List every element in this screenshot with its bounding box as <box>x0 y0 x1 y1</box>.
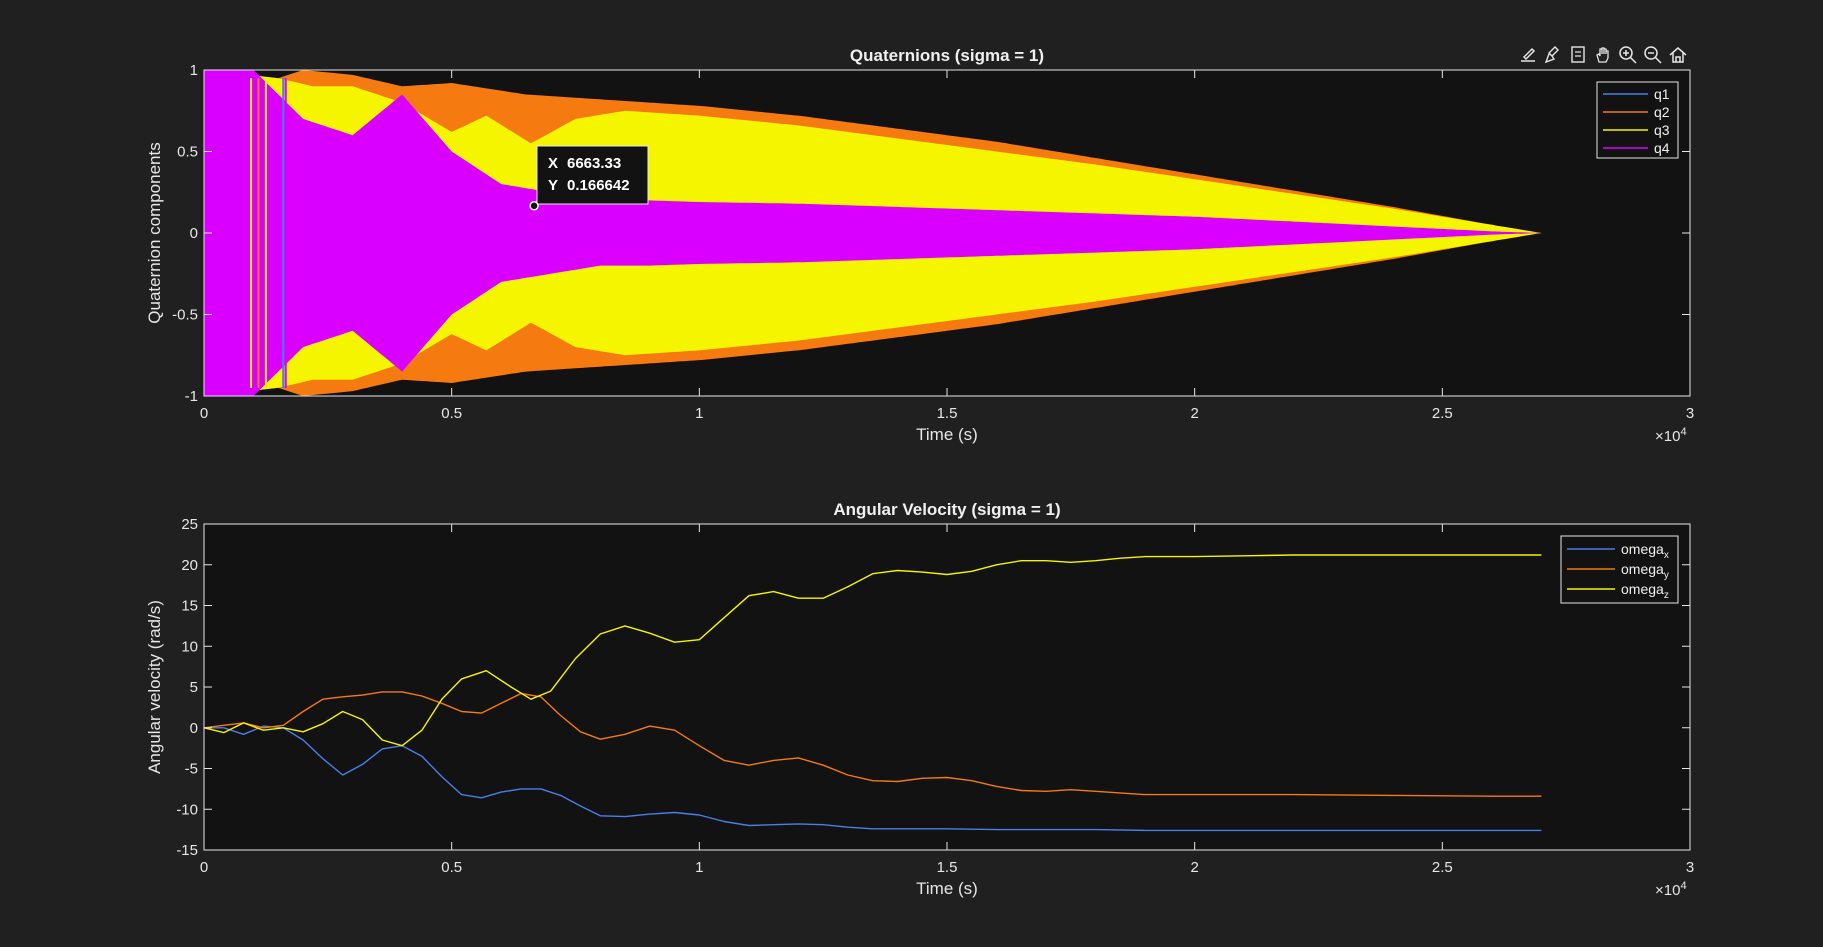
datatip-x-value: 6663.33 <box>567 155 621 172</box>
angular-velocity-ytick-label: 25 <box>181 516 198 533</box>
quaternion-x-exponent: ×104 <box>1655 426 1687 445</box>
angular-velocity-xtick-label: 0.5 <box>441 859 462 876</box>
angular-velocity-axes-background <box>204 524 1690 850</box>
angular-velocity-xtick-label: 2 <box>1190 859 1198 876</box>
angular-velocity-xlabel: Time (s) <box>916 879 978 898</box>
quaternion-xtick-label: 2 <box>1190 405 1198 422</box>
angular-velocity-xtick-label: 0 <box>200 859 208 876</box>
legend-label-omega-z: omegaz <box>1621 581 1669 601</box>
zoom-in-icon[interactable] <box>1616 42 1639 68</box>
export-icon[interactable] <box>1516 42 1539 68</box>
angular-velocity-ytick-label: 15 <box>181 598 198 615</box>
series-q4-band <box>204 70 1542 396</box>
angular-velocity-xtick-label: 2.5 <box>1432 859 1453 876</box>
angular-velocity-xtick-label: 1 <box>695 859 703 876</box>
datatip-marker[interactable] <box>529 201 539 211</box>
quaternion-xtick-label: 1 <box>695 405 703 422</box>
quaternion-ytick-label: 1 <box>190 62 198 79</box>
angular-velocity-title: Angular Velocity (sigma = 1) <box>833 500 1060 519</box>
datatip-icon[interactable] <box>1566 42 1589 68</box>
quaternion-xlabel: Time (s) <box>916 425 978 444</box>
zoom-out-icon[interactable] <box>1641 42 1664 68</box>
quaternion-legend[interactable]: q1 q2 q3 q4 <box>1596 81 1679 159</box>
datatip-y-value: 0.166642 <box>567 177 630 194</box>
quaternion-plot[interactable]: 0 0.5 1 1.5 2 2.5 3 1 0.5 0 -0.5 -1 Quaternions (si… <box>145 46 1694 445</box>
datatip[interactable]: X 6663.33 Y 0.166642 <box>529 145 649 211</box>
home-icon[interactable] <box>1666 42 1689 68</box>
legend-label-q4: q4 <box>1654 140 1670 156</box>
legend-label-q2: q2 <box>1654 104 1670 120</box>
angular-velocity-ytick-label: 5 <box>190 679 198 696</box>
pan-icon[interactable] <box>1591 42 1614 68</box>
quaternion-xtick-label: 1.5 <box>937 405 958 422</box>
quaternion-ytick-label: -1 <box>185 388 198 405</box>
angular-velocity-plot[interactable]: 0 0.5 1 1.5 2 2.5 3 25 20 15 10 5 0 -5 -10 -15 Angular … <box>145 500 1694 899</box>
legend-label-q3: q3 <box>1654 122 1670 138</box>
datatip-x-label: X <box>548 155 558 172</box>
quaternion-ytick-label: -0.5 <box>172 307 198 324</box>
legend-label-q1: q1 <box>1654 86 1670 102</box>
angular-velocity-x-exponent: ×104 <box>1655 880 1687 899</box>
quaternion-title: Quaternions (sigma = 1) <box>850 46 1044 65</box>
legend-label-omega-x: omegax <box>1621 541 1669 561</box>
series-omega-z-line <box>204 554 1542 747</box>
angular-velocity-xtick-label: 1.5 <box>937 859 958 876</box>
quaternion-xtick-label: 2.5 <box>1432 405 1453 422</box>
datatip-box <box>536 145 649 205</box>
angular-velocity-ylabel: Angular velocity (rad/s) <box>145 600 164 774</box>
angular-velocity-ytick-label: 20 <box>181 557 198 574</box>
legend-label-omega-y: omegay <box>1621 561 1669 581</box>
angular-velocity-ytick-label: 0 <box>190 720 198 737</box>
quaternion-xtick-label: 3 <box>1686 405 1694 422</box>
datatip-y-label: Y <box>548 177 558 194</box>
axes-toolbar <box>1516 42 1689 70</box>
quaternion-xtick-label: 0 <box>200 405 208 422</box>
quaternion-ytick-label: 0.5 <box>177 144 198 161</box>
angular-velocity-ytick-label: 10 <box>181 638 198 655</box>
angular-velocity-ytick-label: -5 <box>185 761 198 778</box>
quaternion-ylabel: Quaternion components <box>145 142 164 323</box>
series-omega-y-line <box>204 691 1542 797</box>
angular-velocity-ytick-label: -15 <box>176 842 198 859</box>
quaternion-xtick-label: 0.5 <box>441 405 462 422</box>
quaternion-ytick-label: 0 <box>190 225 198 242</box>
brush-icon[interactable] <box>1541 42 1564 68</box>
angular-velocity-xtick-label: 3 <box>1686 859 1694 876</box>
angular-velocity-ytick-label: -10 <box>176 801 198 818</box>
series-omega-x-line <box>204 725 1542 832</box>
